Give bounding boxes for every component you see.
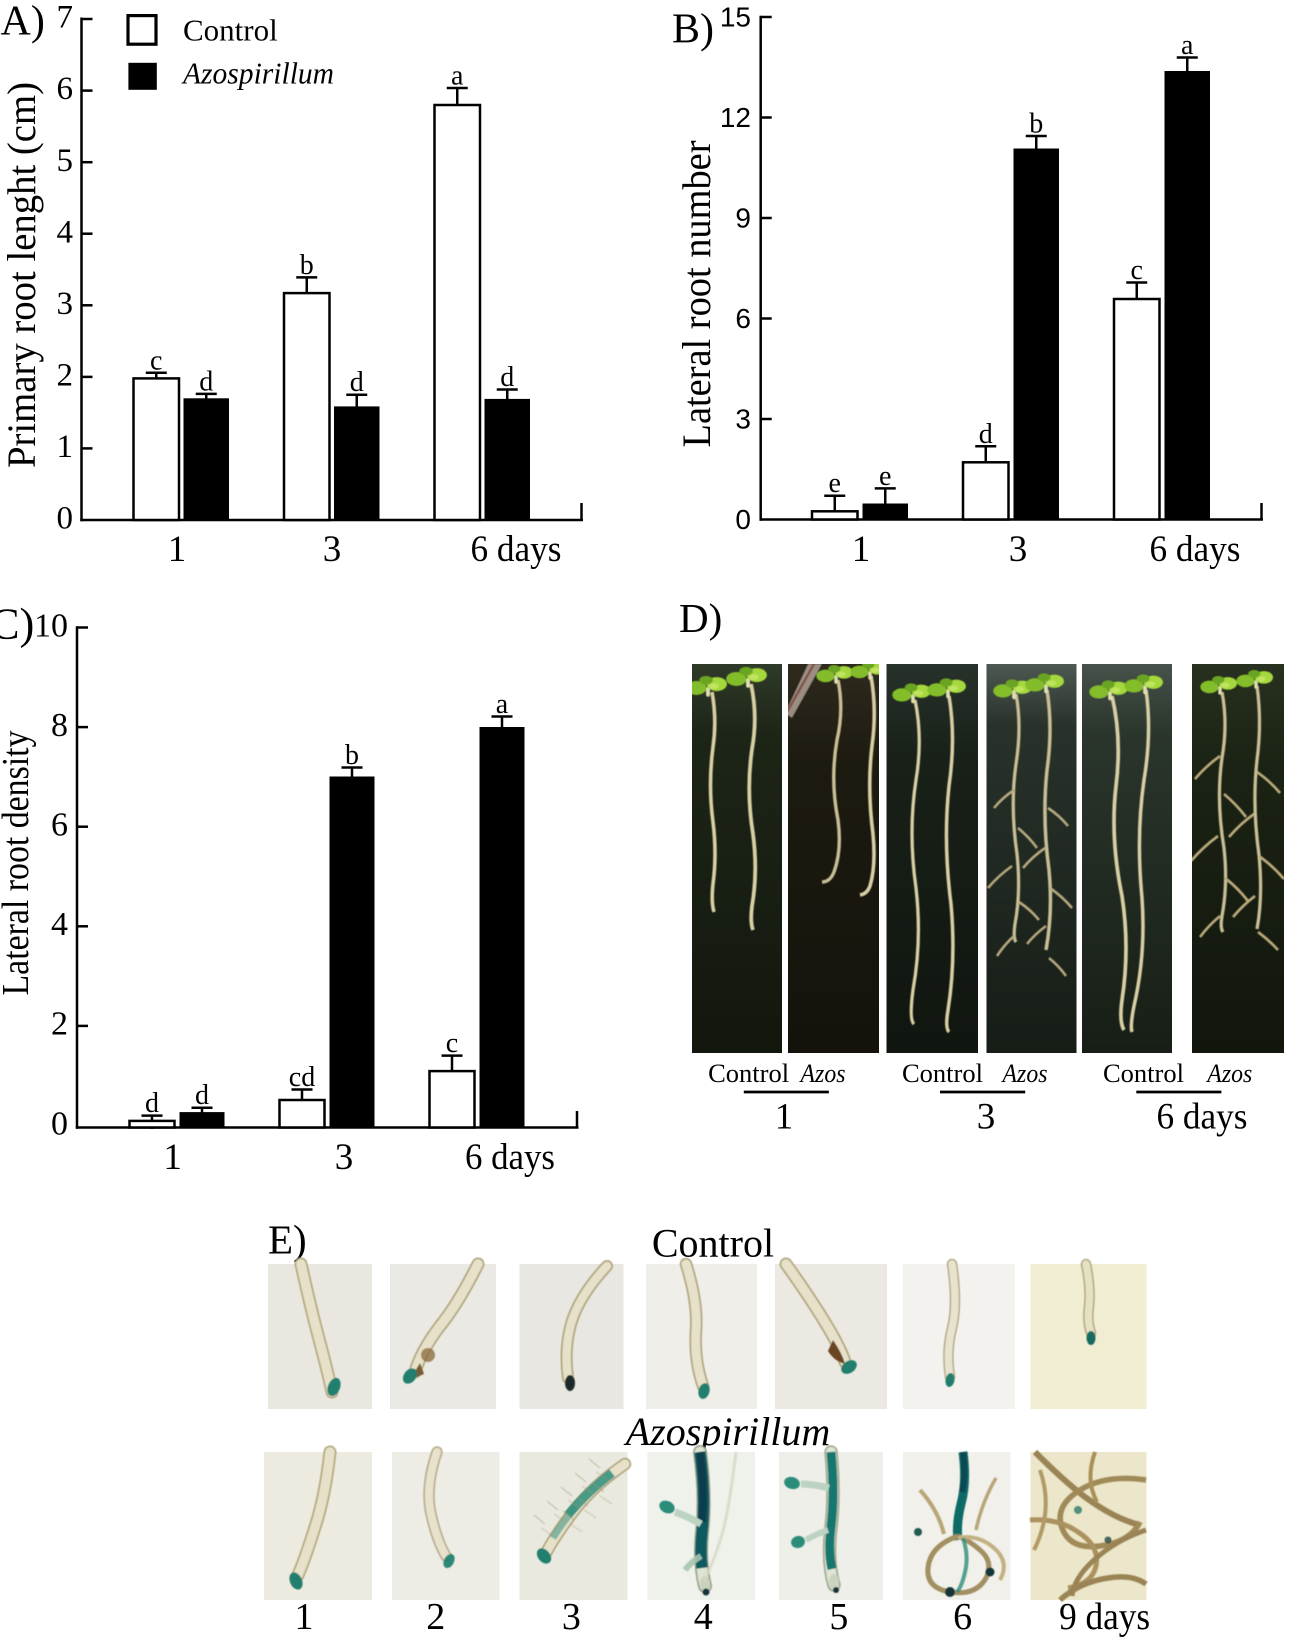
svg-text:1: 1	[163, 1137, 182, 1178]
svg-text:D): D)	[679, 595, 722, 641]
svg-text:Control: Control	[1103, 1058, 1184, 1088]
svg-text:4: 4	[57, 214, 74, 250]
svg-text:1: 1	[168, 529, 187, 570]
svg-text:3: 3	[735, 403, 751, 434]
svg-text:Lateral root number: Lateral root number	[674, 141, 719, 448]
svg-text:5: 5	[829, 1596, 848, 1638]
svg-text:5: 5	[57, 143, 74, 179]
svg-text:Azos: Azos	[799, 1058, 846, 1088]
svg-text:4: 4	[694, 1596, 713, 1638]
svg-text:0: 0	[51, 1105, 68, 1142]
svg-text:9: 9	[735, 202, 751, 233]
svg-text:a: a	[451, 61, 464, 92]
svg-text:4: 4	[51, 906, 68, 943]
svg-text:3: 3	[977, 1097, 996, 1138]
svg-text:d: d	[500, 362, 514, 393]
svg-text:3: 3	[323, 529, 342, 570]
svg-text:8: 8	[51, 707, 68, 744]
svg-text:b: b	[1029, 109, 1043, 140]
svg-text:1: 1	[852, 529, 871, 570]
svg-text:2: 2	[57, 358, 74, 394]
svg-text:6 days: 6 days	[465, 1137, 555, 1178]
svg-text:C): C)	[0, 599, 34, 649]
svg-text:e: e	[829, 468, 841, 499]
svg-text:6: 6	[57, 71, 74, 107]
svg-text:e: e	[879, 461, 891, 492]
svg-text:a: a	[496, 689, 509, 720]
svg-text:Control: Control	[902, 1058, 983, 1088]
svg-text:3: 3	[57, 286, 74, 322]
svg-text:a: a	[1181, 30, 1194, 61]
svg-text:0: 0	[57, 501, 74, 537]
svg-text:Primary root lenght (cm): Primary root lenght (cm)	[0, 82, 44, 468]
svg-text:Azos: Azos	[1001, 1058, 1048, 1088]
svg-text:E): E)	[268, 1217, 307, 1263]
svg-text:d: d	[195, 1080, 209, 1111]
svg-text:cd: cd	[289, 1062, 315, 1093]
svg-text:A): A)	[1, 0, 45, 45]
svg-text:Control: Control	[183, 12, 278, 47]
svg-text:3: 3	[562, 1596, 581, 1638]
svg-text:Azospirillum: Azospirillum	[623, 1409, 830, 1454]
svg-text:6 days: 6 days	[1157, 1097, 1248, 1138]
svg-text:1: 1	[295, 1596, 314, 1638]
svg-text:d: d	[199, 366, 213, 397]
svg-text:10: 10	[34, 607, 68, 644]
svg-text:1: 1	[57, 429, 74, 465]
svg-text:c: c	[150, 345, 162, 376]
svg-text:3: 3	[335, 1137, 354, 1178]
svg-text:Lateral root density: Lateral root density	[0, 731, 37, 996]
svg-text:Azos: Azos	[1206, 1058, 1253, 1088]
svg-text:d: d	[979, 419, 993, 450]
svg-text:2: 2	[426, 1596, 445, 1638]
svg-text:2: 2	[51, 1006, 68, 1043]
svg-text:b: b	[345, 740, 359, 771]
svg-text:d: d	[145, 1088, 159, 1119]
svg-text:B): B)	[672, 7, 714, 53]
svg-text:6: 6	[735, 303, 751, 334]
svg-text:c: c	[1131, 255, 1143, 286]
svg-text:6 days: 6 days	[1150, 529, 1241, 570]
svg-text:6: 6	[51, 807, 68, 844]
svg-text:12: 12	[720, 102, 751, 133]
svg-text:1: 1	[775, 1097, 794, 1138]
svg-text:6: 6	[953, 1596, 972, 1638]
svg-text:7: 7	[57, 0, 74, 36]
svg-text:c: c	[446, 1028, 458, 1059]
svg-text:d: d	[350, 367, 364, 398]
svg-text:b: b	[300, 250, 314, 281]
svg-text:Azospirillum: Azospirillum	[181, 56, 334, 91]
svg-text:6 days: 6 days	[471, 529, 562, 570]
svg-text:Control: Control	[652, 1221, 774, 1266]
svg-text:9 days: 9 days	[1059, 1596, 1150, 1638]
svg-text:3: 3	[1009, 529, 1028, 570]
svg-text:0: 0	[735, 504, 751, 535]
svg-text:15: 15	[720, 1, 751, 32]
svg-text:Control: Control	[708, 1058, 789, 1088]
